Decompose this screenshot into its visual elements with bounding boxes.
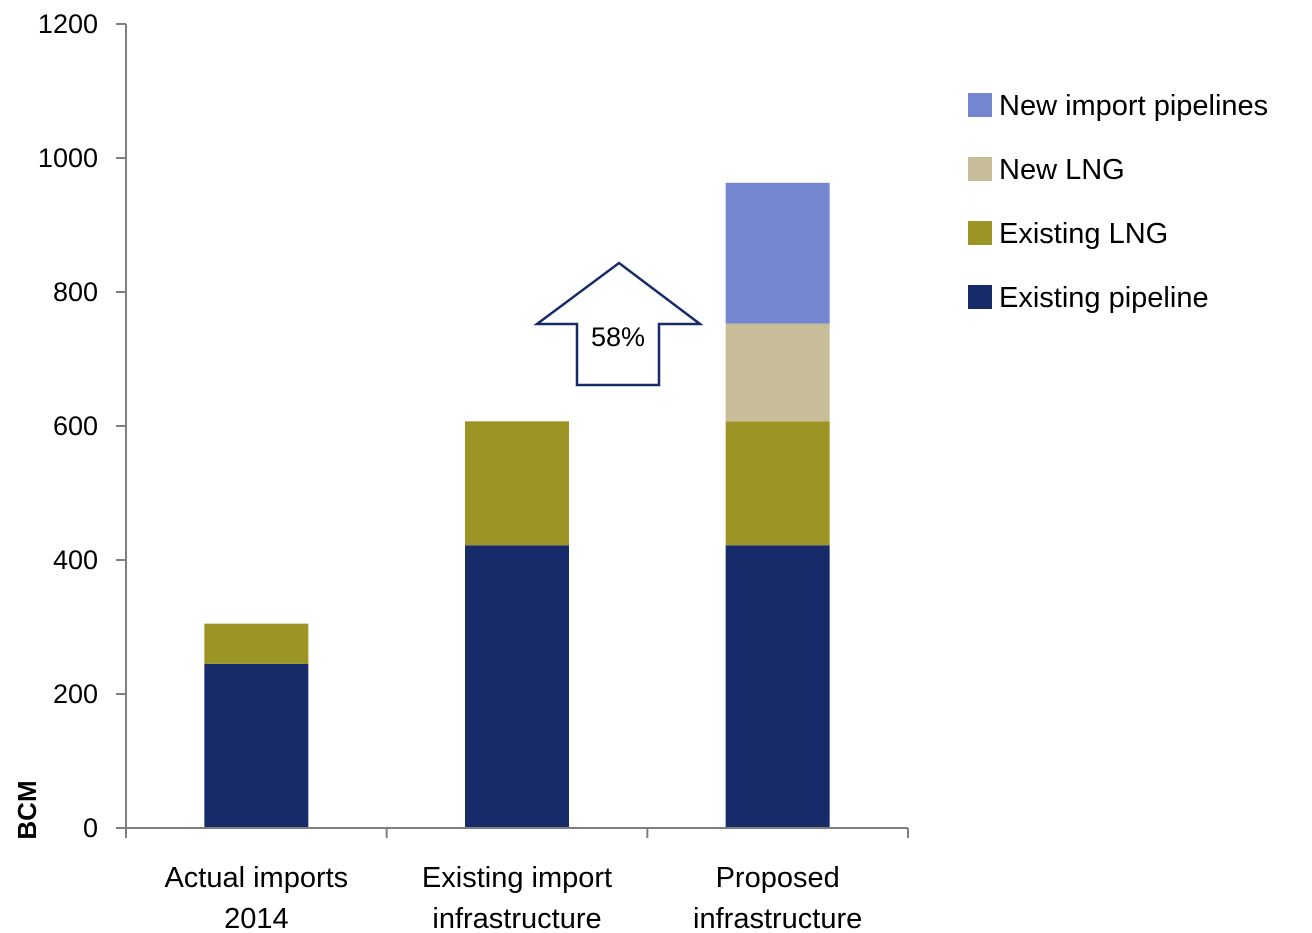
y-tick-label: 0 [83, 813, 98, 843]
growth-percent-label: 58% [591, 322, 645, 352]
legend-label: New import pipelines [999, 90, 1268, 122]
legend-swatch [968, 93, 992, 117]
x-category-label: infrastructure [693, 903, 862, 933]
x-category-label: Actual imports [164, 862, 348, 894]
legend-label: New LNG [999, 154, 1125, 186]
x-category-label: infrastructure [432, 903, 601, 933]
bar-segment-existing-lng-1 [465, 421, 569, 546]
y-tick-label: 1200 [38, 9, 98, 39]
bars-layer [204, 182, 830, 828]
bar-segment-existing-lng-2 [725, 421, 830, 546]
legend-swatch [968, 221, 992, 245]
y-tick-label: 400 [53, 545, 98, 575]
bar-segment-existing-pipeline-1 [465, 545, 569, 828]
legend-label: Existing LNG [999, 218, 1168, 250]
x-category-label: Proposed [716, 862, 840, 894]
y-tick-label: 800 [53, 277, 98, 307]
up-arrow-icon [533, 261, 704, 387]
y-tick-label: 200 [53, 679, 98, 709]
bar-segment-new-lng-2 [725, 323, 830, 422]
y-axis-label: BCM [12, 780, 42, 839]
bar-segment-existing-lng-0 [204, 623, 309, 664]
growth-arrow-annotation: 58% [533, 261, 704, 387]
bar-segment-new-import-pipelines-2 [725, 182, 830, 324]
x-category-label: 2014 [224, 903, 289, 933]
y-tick-label: 600 [53, 411, 98, 441]
legend-swatch [968, 285, 992, 309]
axes-layer: 0 200 400 600 800 1000 1200 Actual imports 2014 E… [38, 9, 909, 933]
y-tick-label: 1000 [38, 143, 98, 173]
legend-label: Existing pipeline [999, 282, 1209, 314]
x-category-label: Existing import [422, 862, 612, 894]
legend-swatch [968, 157, 992, 181]
bar-segment-existing-pipeline-2 [725, 545, 830, 828]
bar-segment-existing-pipeline-0 [204, 663, 309, 828]
legend: New import pipelines New LNG Existing LNG E… [968, 90, 1268, 314]
